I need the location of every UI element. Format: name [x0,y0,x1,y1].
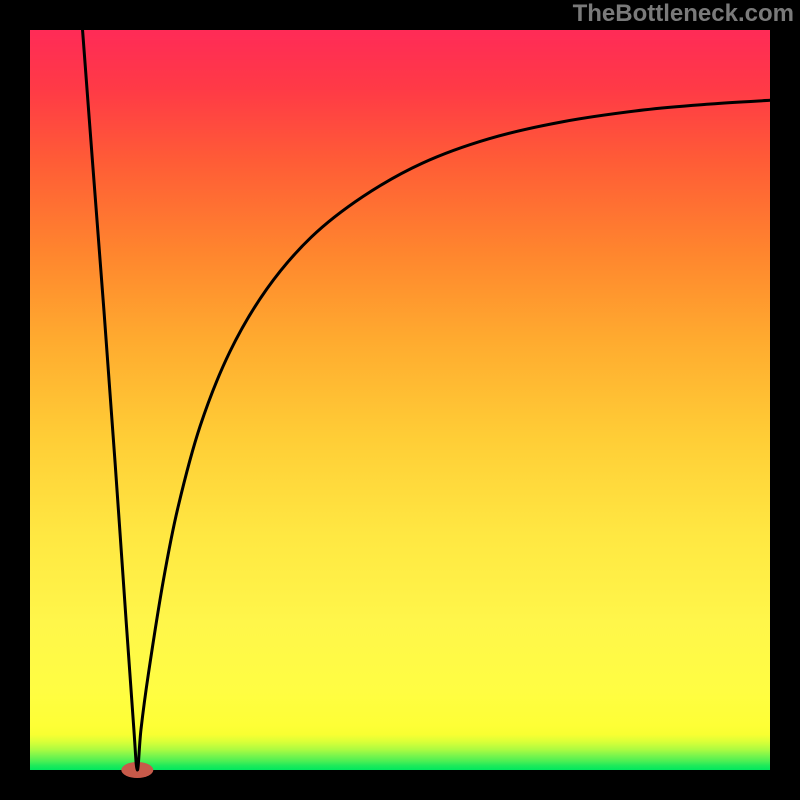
bottleneck-chart [0,0,800,800]
watermark-text: TheBottleneck.com [573,0,794,28]
chart-frame: TheBottleneck.com [0,0,800,800]
plot-area [30,30,770,770]
